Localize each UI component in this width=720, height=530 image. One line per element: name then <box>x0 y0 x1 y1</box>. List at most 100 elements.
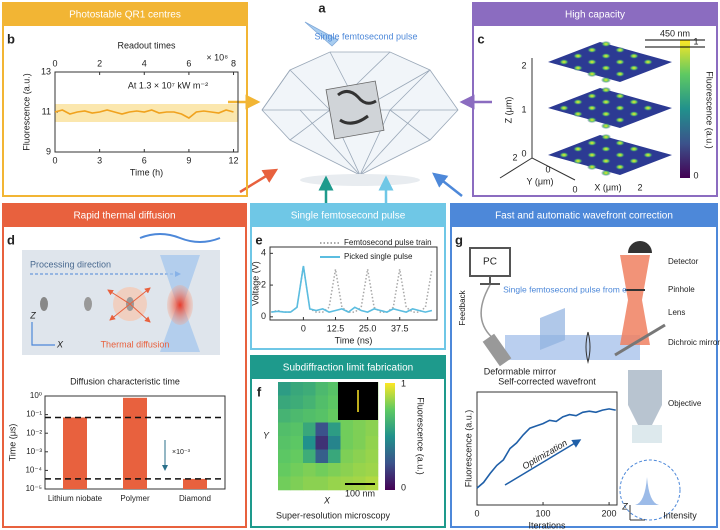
voxel <box>601 123 611 129</box>
voxel <box>615 93 625 99</box>
voxel <box>615 71 625 77</box>
layer <box>548 88 672 128</box>
voxel <box>643 59 653 65</box>
bar <box>183 478 207 489</box>
bar <box>63 417 87 489</box>
colorbar-label: Fluorescence (a.u.) <box>705 71 715 149</box>
voxel <box>587 105 597 111</box>
heat-cell <box>328 395 341 410</box>
diagram-label: Detector <box>668 257 699 266</box>
x-tick-label: 200 <box>602 508 617 518</box>
tick-label: 0 <box>572 184 577 194</box>
y-axis-label: Voltage (V) <box>250 261 260 306</box>
voxel <box>643 105 653 111</box>
voxel <box>587 59 597 65</box>
axis-multiplier: × 10⁸ <box>206 52 228 62</box>
layer <box>548 135 672 175</box>
heat-cell <box>303 463 316 477</box>
y-axis-label: Time (μs) <box>7 424 17 462</box>
heat-cell <box>315 449 329 464</box>
axis-label: Y <box>263 430 270 440</box>
voxel <box>573 111 583 117</box>
voxel <box>601 87 611 93</box>
voxel <box>559 59 569 65</box>
voxel <box>601 53 611 59</box>
colorbar <box>680 40 690 178</box>
x-axis-label: Iterations <box>528 520 566 530</box>
x-tick-label: Polymer <box>120 494 150 503</box>
heat-cell <box>290 476 304 491</box>
heat-cell <box>340 449 354 464</box>
panel-header-text: Single femtosecond pulse <box>291 211 406 222</box>
voxel <box>601 134 611 140</box>
panel-letter: g <box>455 232 463 247</box>
y-tick-label: 0 <box>261 311 266 321</box>
y-tick-label: 10⁻¹ <box>26 410 42 419</box>
series-line <box>271 265 433 313</box>
colorbar-tick: 1 <box>401 378 406 388</box>
panel-frame <box>2 2 248 197</box>
x-tick-label: 12 <box>229 155 239 165</box>
voxel <box>573 99 583 105</box>
heat-cell <box>353 436 366 450</box>
heat-cell <box>290 409 304 423</box>
tick-label: 0 <box>521 148 526 158</box>
colorbar-tick: 1 <box>693 36 698 46</box>
x2-tick-label: 0 <box>52 58 57 68</box>
legend-label: Femtosecond pulse train <box>344 238 432 247</box>
voxel <box>587 47 597 53</box>
heat-cell <box>278 382 291 396</box>
y-tick-label: 9 <box>46 146 51 156</box>
panel-letter: c <box>477 31 484 46</box>
diagram-label: Dichroic mirror <box>668 338 720 347</box>
bar <box>123 397 147 489</box>
heat-cell <box>340 436 354 450</box>
heat-cell <box>303 409 316 423</box>
panel-header-text: High capacity <box>565 10 625 21</box>
voxel <box>601 41 611 47</box>
voxel <box>601 170 611 176</box>
voxel <box>587 71 597 77</box>
voxel <box>601 146 611 152</box>
diagram-label: Z <box>621 501 628 511</box>
tick-label: 2 <box>637 182 642 192</box>
heat-cell <box>328 476 341 491</box>
x-tick-label: 3 <box>97 155 102 165</box>
voxel <box>615 164 625 170</box>
voxel <box>629 53 639 59</box>
x2-tick-label: 4 <box>142 58 147 68</box>
x2-tick-label: 8 <box>231 58 236 68</box>
axes-3d <box>499 58 576 181</box>
heat-cell <box>303 449 316 464</box>
diagram-label: Lens <box>668 308 685 317</box>
diagram-label: Objective <box>668 399 702 408</box>
voxel <box>587 140 597 146</box>
voxel <box>573 65 583 71</box>
x-tick-label: 25.0 <box>359 323 377 333</box>
voxel <box>587 152 597 158</box>
plot-frame <box>269 246 438 321</box>
panel-header <box>451 204 717 227</box>
voxel <box>601 99 611 105</box>
x-tick-label: 0 <box>474 508 479 518</box>
y-tick-label: 10⁻⁴ <box>25 466 42 475</box>
diagram-label: Single femtosecond pulse from e <box>503 284 627 294</box>
heat-cell <box>315 422 329 437</box>
panel-header-text: Fast and automatic wavefront correction <box>495 211 673 222</box>
voxel <box>629 146 639 152</box>
heat-cell <box>353 463 366 477</box>
heat-cell <box>303 476 316 491</box>
panel-letter: d <box>7 232 15 247</box>
heat-cell <box>278 409 291 423</box>
chart-title: Self-corrected wavefront <box>498 376 596 386</box>
voxel <box>643 152 653 158</box>
heat-cell <box>290 422 304 437</box>
axis-label: Z (μm) <box>503 97 513 124</box>
voxel <box>615 117 625 123</box>
tick-label: 0 <box>545 164 550 174</box>
label: Single femtosecond pulse <box>314 31 417 41</box>
band <box>55 104 238 122</box>
x-tick-label: 9 <box>186 155 191 165</box>
diagram-label: Processing direction <box>30 259 111 269</box>
